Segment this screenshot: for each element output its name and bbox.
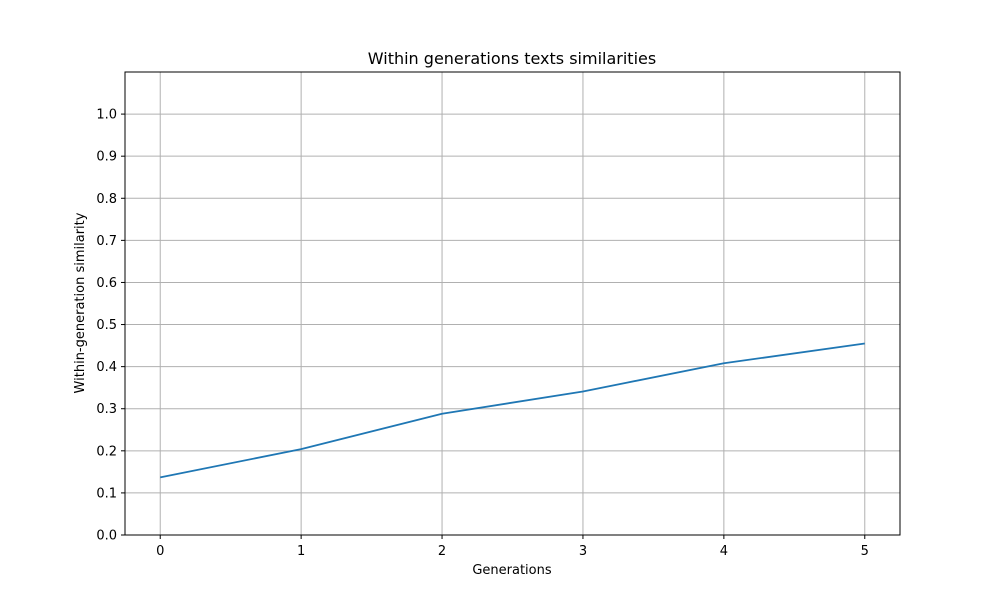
chart-title: Within generations texts similarities (368, 49, 656, 68)
ticks: 0 1 2 3 4 5 0.0 0.1 0.2 0.3 0.4 0.5 0.6 0.7 0.8 0.9 1.0 (96, 108, 869, 559)
grid (125, 72, 900, 536)
x-tick-label: 3 (579, 544, 587, 559)
x-tick-label: 0 (156, 544, 164, 559)
y-tick-label: 0.7 (96, 234, 117, 249)
y-tick-label: 0.6 (96, 276, 117, 291)
y-tick-label: 1.0 (96, 108, 117, 123)
series (160, 342, 865, 479)
x-tick-label: 4 (720, 544, 728, 559)
y-tick-label: 0.9 (96, 150, 117, 165)
x-tick-label: 2 (438, 544, 446, 559)
y-tick-label: 0.2 (96, 444, 117, 459)
x-axis-label: Generations (472, 563, 552, 578)
x-tick-label: 1 (297, 544, 305, 559)
y-tick-label: 0.1 (96, 486, 117, 501)
x-tick-label: 5 (861, 544, 869, 559)
y-tick-label: 0.5 (96, 318, 117, 333)
y-tick-label: 0.8 (96, 192, 117, 207)
series-line (160, 342, 865, 479)
y-tick-label: 0.0 (96, 529, 117, 544)
y-tick-label: 0.4 (96, 360, 117, 375)
plot-frame (124, 71, 901, 536)
y-axis-label: Within-generation similarity (73, 212, 88, 393)
y-tick-label: 0.3 (96, 402, 117, 417)
